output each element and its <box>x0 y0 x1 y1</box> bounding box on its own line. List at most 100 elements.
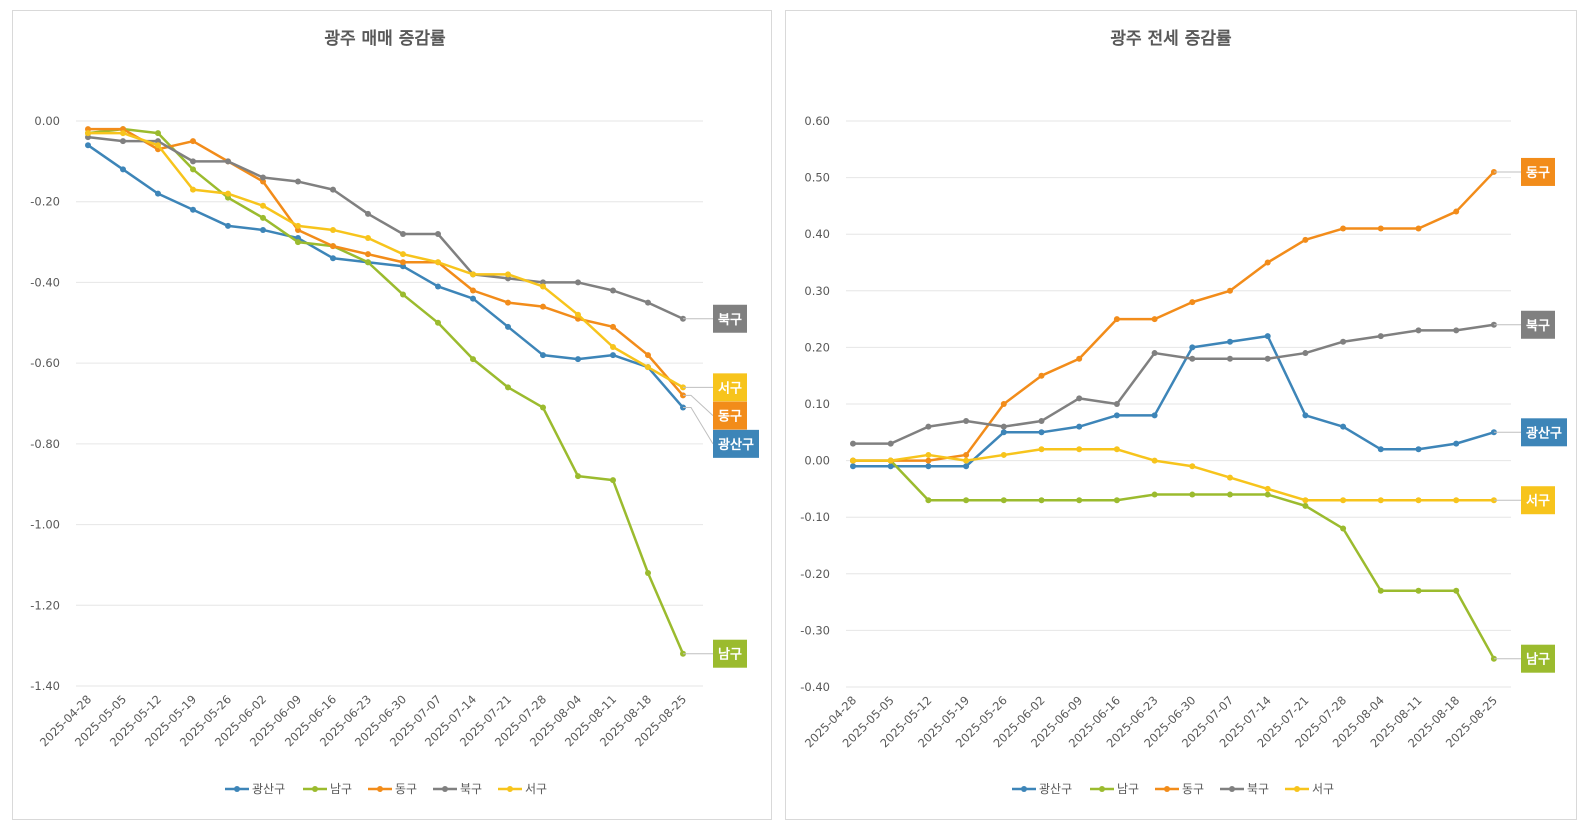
data-point <box>1113 497 1120 504</box>
end-label-tag <box>1521 486 1555 515</box>
y-tick-label: -0.60 <box>30 356 60 370</box>
data-point <box>610 352 616 359</box>
data-point <box>645 352 651 359</box>
data-point <box>1415 497 1422 504</box>
data-point <box>435 231 441 237</box>
end-label-tag <box>1521 418 1567 447</box>
end-label-tag <box>713 639 747 668</box>
data-point <box>1076 446 1083 453</box>
data-point <box>1264 333 1271 340</box>
y-tick-label: -1.20 <box>30 598 60 612</box>
data-point <box>400 291 406 298</box>
data-point <box>365 210 371 217</box>
legend-marker <box>507 786 513 792</box>
end-label-text: 광산구 <box>1526 425 1562 441</box>
data-point <box>1113 316 1120 323</box>
data-point <box>295 239 301 246</box>
end-label-text: 남구 <box>718 647 742 663</box>
data-point <box>120 138 126 145</box>
legend-label: 남구 <box>1117 782 1139 796</box>
end-label-tag <box>1521 644 1555 673</box>
series-line-서구 <box>88 131 684 389</box>
data-point <box>470 295 476 302</box>
data-point <box>1038 446 1045 453</box>
data-point <box>1189 355 1196 362</box>
y-tick-label: 0.50 <box>804 171 830 185</box>
legend-label: 서구 <box>1312 782 1334 796</box>
data-point <box>1113 401 1120 407</box>
y-tick-label: 0.40 <box>804 227 830 241</box>
series-line-남구 <box>853 459 1495 660</box>
data-point <box>1076 395 1083 402</box>
data-point <box>225 158 231 165</box>
data-point <box>887 440 894 447</box>
data-point <box>645 570 651 576</box>
data-point <box>1415 587 1422 594</box>
data-point <box>120 166 126 173</box>
data-point <box>1453 208 1460 215</box>
data-point <box>1453 327 1460 334</box>
data-point <box>1377 225 1384 232</box>
data-point <box>260 174 266 181</box>
data-point <box>1302 502 1309 509</box>
data-point <box>963 417 970 424</box>
data-point <box>1264 259 1271 266</box>
end-label-text: 서구 <box>1526 494 1550 509</box>
series-line-남구 <box>87 127 685 655</box>
legend-marker <box>1021 786 1027 792</box>
data-point <box>1113 412 1120 419</box>
data-point <box>1453 497 1460 504</box>
legend-label: 광산구 <box>252 782 285 796</box>
data-point <box>1113 446 1120 453</box>
y-tick-label: 0.10 <box>804 397 830 411</box>
legend-label: 동구 <box>395 782 417 796</box>
chart-title: 광주 전세 증감률 <box>1110 29 1232 49</box>
data-point <box>925 497 932 504</box>
legend-marker <box>442 786 448 792</box>
data-point <box>540 283 546 290</box>
data-point <box>1076 497 1083 504</box>
data-point <box>610 477 616 484</box>
y-tick-label: 0.00 <box>804 454 830 468</box>
data-point <box>1227 355 1233 362</box>
data-point <box>225 190 231 197</box>
data-point <box>190 158 196 165</box>
data-point <box>1151 412 1158 419</box>
label-leader-line <box>683 407 714 445</box>
data-point <box>1340 338 1347 345</box>
data-point <box>645 364 651 371</box>
data-point <box>925 423 932 430</box>
data-point <box>1302 350 1309 357</box>
data-point <box>120 130 126 137</box>
data-point <box>470 287 476 294</box>
data-point <box>610 323 616 330</box>
legend-label: 서구 <box>525 782 547 796</box>
data-point <box>1302 412 1309 419</box>
data-point <box>925 451 932 458</box>
legend-marker <box>377 786 383 792</box>
data-point <box>575 311 581 318</box>
data-point <box>1302 497 1309 504</box>
data-point <box>1151 491 1158 498</box>
y-tick-label: -1.40 <box>30 679 60 693</box>
data-point <box>190 166 196 173</box>
data-point <box>575 473 581 480</box>
data-point <box>435 259 441 266</box>
chart-title: 광주 매매 증감률 <box>324 29 446 49</box>
legend-marker <box>312 786 318 792</box>
data-point <box>850 457 856 464</box>
end-label-tag <box>1521 310 1555 339</box>
data-point <box>190 186 196 193</box>
data-point <box>365 259 371 266</box>
legend-marker <box>1099 786 1105 792</box>
data-point <box>540 404 546 411</box>
data-point <box>1000 451 1007 458</box>
data-point <box>1377 587 1384 594</box>
data-point <box>505 299 511 306</box>
data-point <box>330 186 336 193</box>
data-point <box>435 283 441 290</box>
y-tick-label: 0.20 <box>804 340 830 354</box>
data-point <box>1264 491 1271 498</box>
data-point <box>925 463 932 470</box>
data-point <box>295 222 301 229</box>
